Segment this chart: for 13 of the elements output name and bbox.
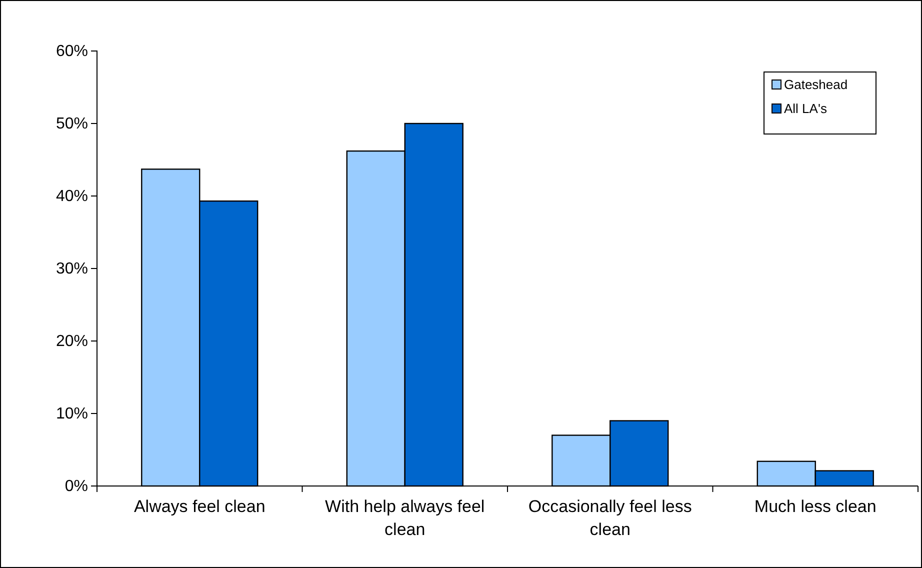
legend-label: Gateshead (784, 77, 848, 92)
x-tick-label: Occasionally feel less clean (528, 497, 692, 539)
x-tick-label: Always feel clean (134, 497, 266, 516)
y-tick-label: 40% (56, 188, 88, 206)
y-tick-label: 20% (56, 333, 88, 350)
y-tick-label: 0% (64, 478, 88, 496)
y-tick-label: 50% (56, 116, 88, 133)
x-tick-label: With help always feel clean (325, 497, 485, 539)
y-tick-label: 10% (56, 406, 88, 423)
x-tick-label: Much less clean (754, 497, 876, 516)
y-tick-label: 60% (56, 43, 88, 60)
legend-label: All LA's (784, 101, 828, 116)
y-tick-label: 30% (56, 260, 88, 278)
